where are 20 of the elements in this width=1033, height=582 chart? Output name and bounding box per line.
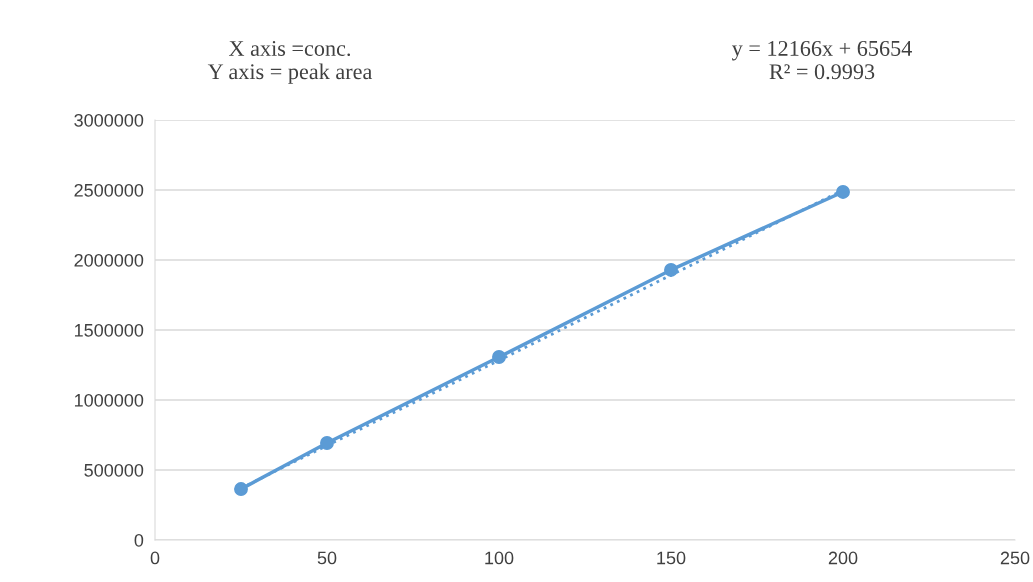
point: [234, 482, 248, 496]
x-tick-label: 50: [317, 551, 337, 565]
point: [836, 185, 850, 199]
point: [664, 262, 678, 277]
y-tick-label: 1500000: [74, 323, 144, 337]
y-tick-label: 2500000: [74, 183, 144, 197]
text: y = 12166x + 65654 R² = 0.9993: [731, 40, 912, 80]
x-tick-label: 250: [1000, 551, 1030, 565]
text: X axis =conc. Y axis = peak area: [207, 41, 373, 84]
x-tick-label: 100: [485, 551, 514, 565]
x-tick-label: 150: [657, 551, 686, 565]
y-tick-label: 0: [134, 533, 144, 547]
x-tick-label: 0: [150, 551, 160, 565]
x-tick-label: 200: [828, 551, 858, 565]
point: [320, 436, 334, 450]
y-tick-label: 500000: [84, 463, 144, 477]
y-tick-label: 2000000: [74, 253, 144, 267]
point: [492, 350, 506, 364]
y-tick-label: 3000000: [74, 113, 144, 127]
y-tick-label: 1000000: [74, 393, 144, 407]
